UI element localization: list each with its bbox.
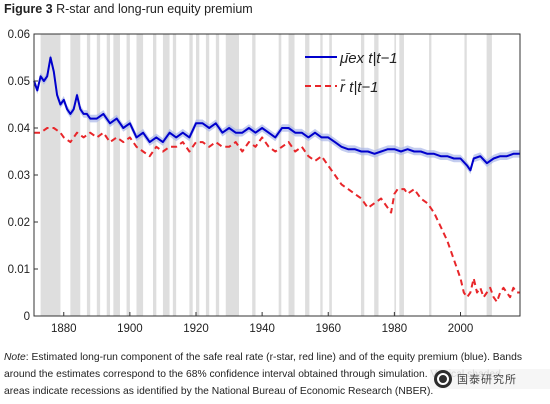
legend: μ̄ex t|t−1 r̄ t|t−1 <box>305 50 398 96</box>
series-line-0 <box>33 56 520 172</box>
note-label: Note <box>4 352 26 363</box>
recession-band-25 <box>399 34 404 316</box>
recession-band-0 <box>40 34 61 316</box>
x-tick-label-1: 1900 <box>117 323 143 335</box>
y-tick-label-4: 0.04 <box>8 123 31 135</box>
watermark-logo-icon <box>434 370 452 388</box>
recession-band-26 <box>429 34 432 316</box>
y-tick-label-3: 0.03 <box>8 170 30 182</box>
recession-band-2 <box>86 34 91 316</box>
figure-title: Figure 3 R-star and long-run equity prem… <box>4 2 253 16</box>
watermark: 国泰研究所 <box>430 369 550 389</box>
recession-band-6 <box>126 34 130 316</box>
recession-band-19 <box>305 34 310 316</box>
y-tick-label-5: 0.05 <box>8 76 30 88</box>
recession-band-27 <box>464 34 467 316</box>
recession-band-20 <box>320 34 323 316</box>
recession-band-8 <box>153 34 157 316</box>
recession-band-3 <box>96 34 101 316</box>
series-line-1 <box>34 127 520 303</box>
recession-band-24 <box>394 34 397 316</box>
recession-band-21 <box>329 34 332 316</box>
recession-band-22 <box>360 34 365 316</box>
recession-band-1 <box>70 34 81 316</box>
recession-band-28 <box>486 34 492 316</box>
x-tick-label-6: 2000 <box>448 323 474 335</box>
x-tick-label-4: 1960 <box>315 323 341 335</box>
recession-band-18 <box>288 34 295 316</box>
recession-band-7 <box>136 34 144 316</box>
recession-band-11 <box>189 34 193 316</box>
recession-band-23 <box>374 34 379 316</box>
x-tick-label-5: 1980 <box>382 323 408 335</box>
recession-band-12 <box>196 34 200 316</box>
recession-band-10 <box>172 34 177 316</box>
x-tick-label-3: 1940 <box>249 323 275 335</box>
x-tick-label-2: 1920 <box>183 323 209 335</box>
y-tick-label-1: 0.01 <box>8 264 30 276</box>
chart-note: Note: Estimated long-run component of th… <box>4 349 524 400</box>
chart: 0 0.01 0.02 0.03 0.04 0.05 0.06 1880 1900 1920 194… <box>8 29 521 335</box>
y-tick-label-0: 0 <box>24 311 30 323</box>
recession-band-4 <box>106 34 111 316</box>
recession-band-13 <box>205 34 210 316</box>
legend-label-r: r̄ t|t−1 <box>340 79 379 96</box>
recession-band-16 <box>252 34 256 316</box>
watermark-text: 国泰研究所 <box>457 374 517 386</box>
legend-label-mu: μ̄ex t|t−1 <box>339 50 398 67</box>
recession-band-17 <box>278 34 282 316</box>
y-tick-label-2: 0.02 <box>8 217 30 229</box>
recession-band-9 <box>162 34 170 316</box>
y-tick-label-6: 0.06 <box>8 29 30 41</box>
note-text: : Estimated long-run component of the sa… <box>4 352 522 397</box>
recession-band-14 <box>215 34 220 316</box>
recession-band-5 <box>113 34 120 316</box>
recession-band-15 <box>225 34 239 316</box>
x-tick-label-0: 1880 <box>51 323 77 335</box>
figure-label: Figure 3 <box>4 2 53 16</box>
figure-title-text: R-star and long-run equity premium <box>56 2 253 16</box>
